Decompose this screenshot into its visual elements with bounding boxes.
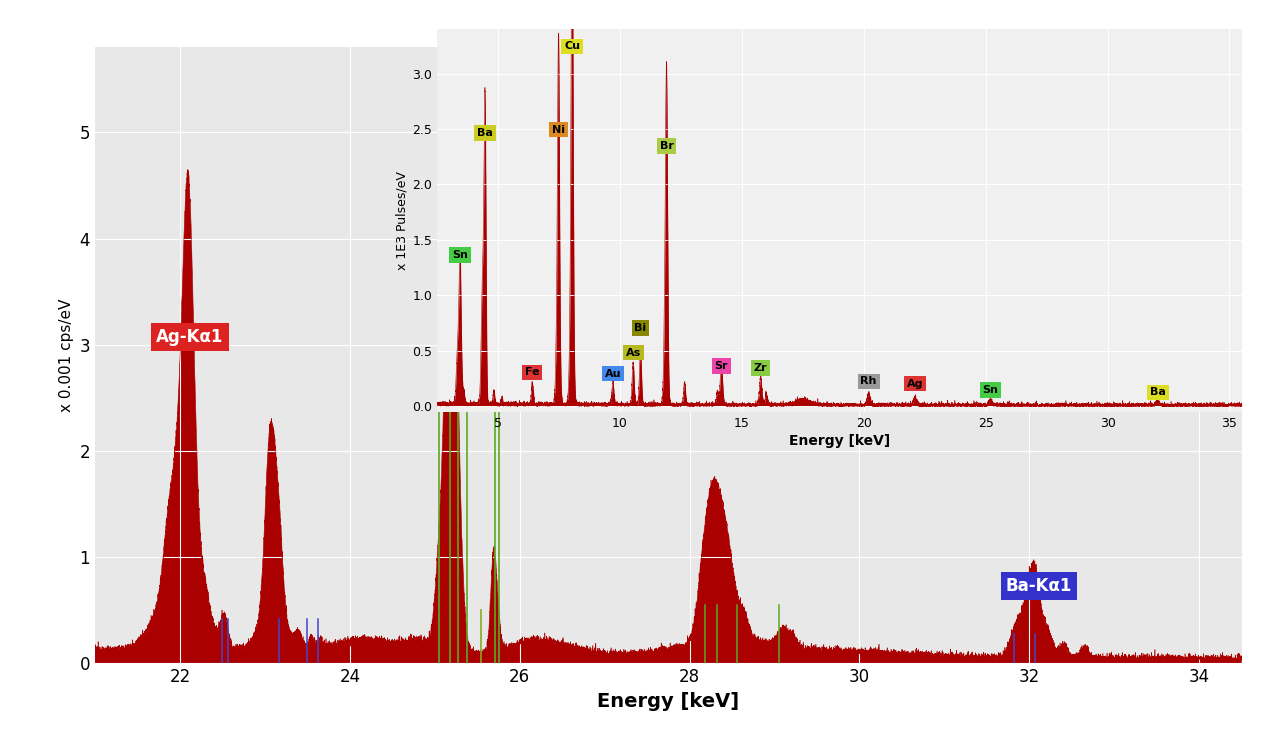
Text: Ni: Ni xyxy=(552,125,565,135)
Text: Fe: Fe xyxy=(525,367,540,378)
Text: Zr: Zr xyxy=(754,363,768,373)
Text: Au: Au xyxy=(604,369,621,378)
Text: Bi: Bi xyxy=(635,323,646,333)
Text: Ba: Ba xyxy=(1150,387,1166,397)
Text: Cu: Cu xyxy=(564,42,580,51)
X-axis label: Energy [keV]: Energy [keV] xyxy=(789,434,889,448)
Y-axis label: x 0.001 cps/eV: x 0.001 cps/eV xyxy=(60,299,73,412)
Text: Br: Br xyxy=(660,141,674,151)
Text: Ba: Ba xyxy=(478,128,493,138)
Text: Sn: Sn xyxy=(452,250,468,260)
Text: Sn-Kα1: Sn-Kα1 xyxy=(445,192,512,211)
Y-axis label: x 1E3 Pulses/eV: x 1E3 Pulses/eV xyxy=(395,171,408,270)
Text: Ag-Kα1: Ag-Kα1 xyxy=(156,328,223,346)
Text: Ba-Kα1: Ba-Kα1 xyxy=(1006,577,1072,595)
Text: Sn: Sn xyxy=(983,385,998,395)
Text: Ag: Ag xyxy=(907,378,924,389)
Text: Sr: Sr xyxy=(715,361,729,371)
Text: As: As xyxy=(626,348,641,357)
Text: Rh: Rh xyxy=(860,376,877,386)
X-axis label: Energy [keV]: Energy [keV] xyxy=(597,692,740,711)
